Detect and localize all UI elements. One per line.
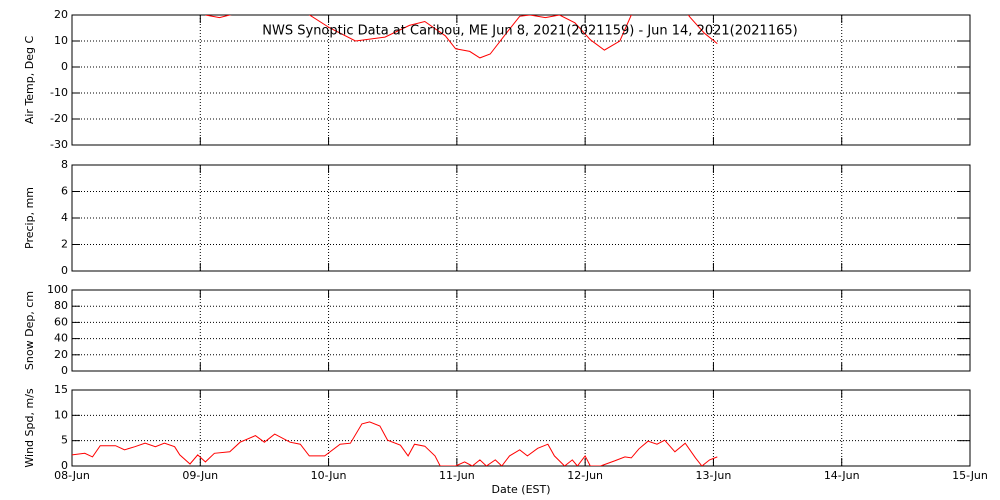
y-tick-label: 20: [54, 8, 68, 21]
plot-frame: [71, 14, 971, 146]
y-tick-label: 0: [61, 264, 68, 277]
y-tick-label: 5: [61, 434, 68, 447]
y-tick-label: 100: [47, 283, 68, 296]
y-tick-label: 0: [61, 459, 68, 472]
y-axis-label: Wind Spd, m/s: [23, 388, 36, 468]
plot-frame: [71, 289, 971, 372]
y-axis-label: Air Temp, Deg C: [23, 36, 36, 125]
y-tick-label: 0: [61, 60, 68, 73]
plot-frame: [71, 389, 971, 467]
x-axis-label: Date (EST): [491, 483, 550, 496]
chart-title: NWS Synoptic Data at Caribou, ME Jun 8, …: [262, 24, 797, 39]
y-tick-label: 10: [54, 408, 68, 421]
y-tick-label: 60: [54, 315, 68, 328]
x-tick-label: 15-Jun: [952, 469, 988, 482]
x-tick-label: 13-Jun: [696, 469, 732, 482]
y-tick-label: 6: [61, 185, 68, 198]
x-tick-label: 14-Jun: [824, 469, 860, 482]
y-tick-label: -20: [50, 112, 68, 125]
x-tick-label: 12-Jun: [567, 469, 603, 482]
data-line: [205, 15, 718, 59]
x-tick-label: 11-Jun: [439, 469, 475, 482]
y-tick-label: 0: [61, 364, 68, 377]
series-group: [72, 421, 718, 466]
plot-frame: [71, 164, 971, 272]
y-axis-label: Precip, mm: [23, 187, 36, 249]
y-tick-label: 40: [54, 332, 68, 345]
data-line: [72, 421, 718, 466]
y-tick-label: 80: [54, 299, 68, 312]
x-tick-label: 10-Jun: [311, 469, 347, 482]
x-tick-label: 09-Jun: [182, 469, 218, 482]
series-group: [205, 15, 718, 59]
y-tick-label: 20: [54, 348, 68, 361]
y-tick-label: 4: [61, 211, 68, 224]
y-tick-label: 8: [61, 158, 68, 171]
y-tick-label: -10: [50, 86, 68, 99]
y-axis-label: Snow Dep, cm: [23, 291, 36, 370]
y-tick-label: 10: [54, 34, 68, 47]
x-tick-label: 08-Jun: [54, 469, 90, 482]
y-tick-label: 15: [54, 383, 68, 396]
y-tick-label: -30: [50, 138, 68, 151]
y-tick-label: 2: [61, 238, 68, 251]
